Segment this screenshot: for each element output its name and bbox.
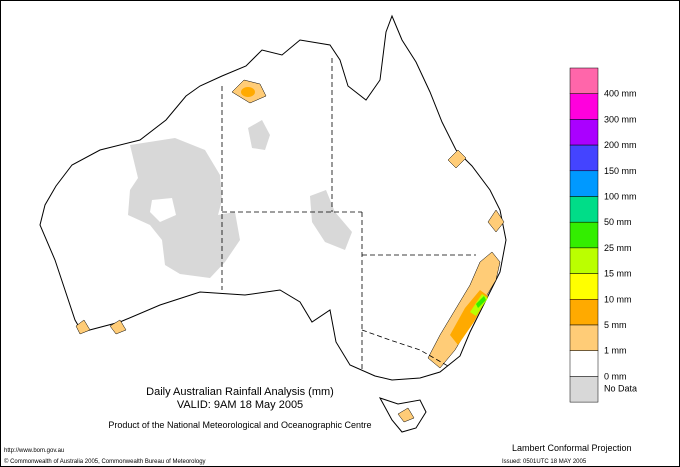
legend-swatch <box>569 221 599 249</box>
legend-swatch <box>569 67 599 94</box>
legend-swatch <box>569 273 599 300</box>
legend: 400 mm 300 mm 200 mm 150 mm 100 mm 50 mm 25 mm… <box>569 67 637 403</box>
rain-area <box>397 407 415 423</box>
valid-time: VALID: 9AM 18 May 2005 <box>177 399 303 411</box>
rain-area <box>241 87 255 97</box>
no-data-gap <box>150 198 176 222</box>
url: http://www.bom.gov.au <box>4 448 64 454</box>
legend-label: 1 mm <box>604 346 627 356</box>
legend-swatch <box>569 119 599 146</box>
mainland-outline <box>39 14 507 381</box>
product-credit: Product of the National Meteorological a… <box>108 420 371 430</box>
legend-swatch <box>569 350 599 377</box>
legend-label: 5 mm <box>604 320 627 330</box>
rain-area <box>476 296 486 308</box>
state-borders <box>221 58 476 372</box>
legend-swatch <box>569 93 599 120</box>
legend-label: 150 mm <box>604 166 637 176</box>
legend-swatch <box>569 170 599 197</box>
legend-swatch <box>569 299 599 326</box>
no-data-area <box>310 190 352 250</box>
rain-area <box>109 319 127 335</box>
legend-label: No Data <box>604 383 637 393</box>
legend-label: 10 mm <box>604 294 632 304</box>
map-title: Daily Australian Rainfall Analysis (mm) <box>146 386 334 398</box>
legend-label: 300 mm <box>604 114 637 124</box>
legend-label: 200 mm <box>604 140 637 150</box>
legend-label: 50 mm <box>604 217 632 227</box>
projection: Lambert Conformal Projection <box>512 443 632 453</box>
issued: Issued: 0501UTC 18 MAY 2005 <box>502 459 587 465</box>
legend-label: 100 mm <box>604 192 637 202</box>
rain-area <box>487 209 505 233</box>
no-data-area <box>248 120 270 150</box>
copyright: © Commonwealth of Australia 2005, Common… <box>4 458 206 465</box>
legend-label: 0 mm <box>604 371 627 381</box>
rain-area <box>447 149 467 169</box>
legend-swatch <box>569 247 599 274</box>
legend-swatch <box>569 144 599 172</box>
legend-label: 400 mm <box>604 89 637 99</box>
legend-swatch <box>569 376 599 403</box>
legend-swatch <box>569 196 599 223</box>
no-data-area <box>128 138 240 278</box>
legend-swatch <box>569 324 599 351</box>
legend-label: 25 mm <box>604 243 632 253</box>
australia-map <box>39 14 507 433</box>
rain-area <box>75 319 91 335</box>
legend-label: 15 mm <box>604 269 632 279</box>
